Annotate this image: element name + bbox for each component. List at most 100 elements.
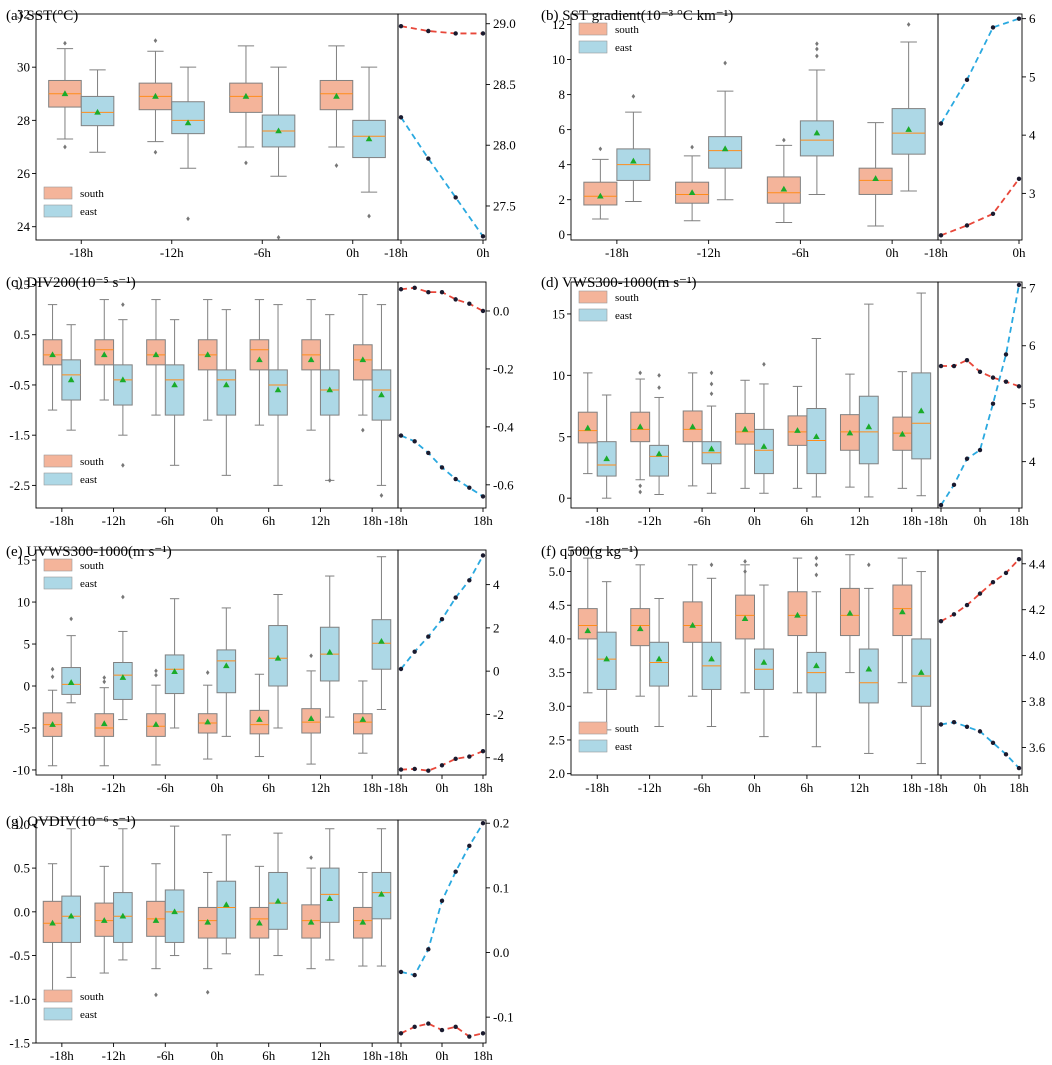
south-mean-series: [398, 1021, 486, 1039]
east-box: [113, 302, 133, 468]
legend-swatch-south: [578, 721, 608, 735]
mean-marker: [689, 423, 696, 430]
line-x-tick-label: 0h: [436, 780, 450, 795]
east-mean-series-point: [453, 595, 458, 600]
mean-marker: [307, 715, 315, 722]
south-box: [353, 680, 373, 754]
legend-swatch-south: [578, 290, 608, 304]
right-y-tick-label: 2: [493, 620, 500, 635]
right-y-tick-label: 28.5: [493, 77, 516, 92]
x-tick-label: 0h: [748, 780, 762, 795]
y-tick-label: 6: [559, 122, 566, 137]
outlier-point: [334, 163, 339, 168]
mean-marker: [584, 627, 592, 634]
south-mean-series-point: [398, 1031, 404, 1036]
legend-swatch-south: [578, 22, 608, 36]
east-box: [216, 309, 237, 476]
right-y-tick-label: 0.0: [493, 303, 509, 318]
line-plot-frame: [397, 819, 487, 1044]
east-box: [164, 319, 185, 466]
south-mean-series-point: [938, 363, 944, 369]
south-mean-series-point: [480, 1031, 486, 1036]
iqr-box: [353, 713, 373, 735]
x-tick-label: -6h: [792, 245, 810, 260]
east-box: [371, 828, 392, 967]
mean-marker: [204, 351, 211, 358]
south-box: [353, 871, 373, 967]
legend-swatch-east: [578, 40, 608, 54]
y-tick-label: 1.5: [14, 277, 30, 292]
y-tick-label: -5: [19, 720, 30, 735]
south-mean-series-line: [940, 178, 1020, 237]
east-box: [649, 372, 670, 495]
east-mean-series-point: [990, 401, 996, 406]
y-tick-label: -0.5: [9, 377, 30, 392]
mean-marker: [119, 674, 127, 680]
legend: south east: [43, 454, 104, 486]
south-box: [42, 863, 63, 996]
panel-title: (a) SST(°C): [6, 8, 78, 24]
x-tick-label: 18h: [362, 513, 382, 528]
mean-marker: [152, 92, 159, 99]
south-box: [630, 564, 651, 697]
iqr-box: [61, 895, 81, 943]
east-box: [268, 832, 288, 957]
east-mean-series-point: [426, 450, 431, 456]
south-mean-series-point: [1016, 384, 1022, 389]
south-box: [94, 675, 115, 767]
legend-label-south: south: [615, 24, 639, 36]
iqr-box: [806, 408, 827, 475]
south-box: [197, 299, 218, 421]
south-mean-series-point: [977, 369, 983, 375]
east-mean-series-point: [964, 724, 970, 729]
south-mean-series-point: [964, 223, 970, 228]
mean-marker: [721, 145, 729, 152]
y-tick-label: 0.5: [14, 327, 30, 342]
right-y-tick-label: -0.4: [493, 419, 514, 434]
east-mean-series-point: [398, 433, 404, 438]
outlier-point: [723, 60, 727, 66]
east-box: [352, 66, 386, 219]
mean-marker: [813, 433, 820, 440]
south-box: [839, 554, 860, 674]
south-box: [858, 122, 893, 227]
south-box: [146, 668, 166, 766]
south-mean-series-point: [426, 1021, 431, 1026]
panel-b: (b) SST gradient(10⁻³ °C km⁻¹) 0 2 4 6 8 10 12 -…: [541, 8, 1036, 260]
mean-marker: [171, 381, 178, 388]
east-mean-series-point: [480, 553, 486, 558]
south-mean-series-point: [426, 28, 431, 34]
south-mean-series-point: [412, 285, 417, 290]
mean-marker: [223, 662, 230, 669]
panel-c: (c) DIV200(10⁻⁵ s⁻¹) -2.5 -1.5 -0.5 0.5 1.5 -1…: [6, 275, 514, 528]
south-box: [249, 299, 270, 426]
y-tick-label: 3.0: [549, 699, 565, 714]
south-mean-series-point: [1016, 176, 1022, 182]
iqr-box: [164, 654, 185, 695]
right-y-tick-label: 5: [1029, 69, 1036, 84]
y-tick-label: 2: [559, 192, 566, 207]
mean-marker: [655, 655, 663, 662]
east-box: [61, 616, 81, 704]
iqr-box: [113, 662, 133, 700]
outlier-point: [63, 144, 67, 150]
outlier-point: [69, 616, 73, 622]
south-mean-series-point: [453, 31, 458, 36]
south-box: [301, 299, 321, 431]
outlier-point: [153, 38, 158, 43]
mean-marker: [119, 912, 127, 919]
right-y-tick-label: -2: [493, 707, 504, 722]
east-box: [319, 575, 340, 718]
east-box: [113, 594, 133, 721]
mean-marker: [326, 648, 334, 655]
south-mean-series-point: [964, 602, 970, 608]
south-box: [682, 372, 703, 487]
iqr-box: [164, 889, 185, 943]
legend-label-east: east: [80, 578, 97, 590]
outlier-point: [102, 675, 107, 681]
outlier-point: [709, 370, 714, 376]
mean-marker: [242, 92, 250, 99]
outlier-point: [762, 361, 766, 367]
right-y-tick-label: 28.0: [493, 138, 516, 153]
x-tick-label: 0h: [211, 513, 225, 528]
